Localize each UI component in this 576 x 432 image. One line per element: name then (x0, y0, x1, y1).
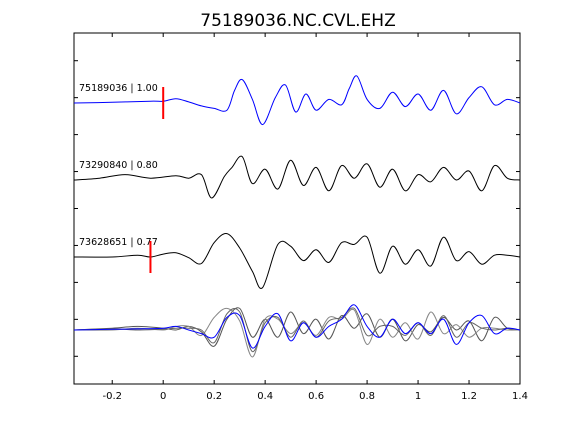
x-tick-label: 0.2 (206, 391, 222, 402)
trace-2 (73, 155, 521, 199)
pick-markers (149, 87, 165, 273)
trace-labels: 75189036 | 1.00 73290840 | 0.80 73628651 |… (79, 83, 158, 248)
trace-3 (73, 233, 521, 289)
x-tick-label: 1.4 (512, 391, 528, 402)
chart-title: 75189036.NC.CVL.EHZ (200, 11, 395, 31)
trace-label-1: 75189036 | 1.00 (79, 83, 158, 94)
trace-label-2: 73290840 | 0.80 (79, 160, 158, 171)
x-tick-label: 0 (160, 391, 166, 402)
x-tick-label: 0.8 (359, 391, 375, 402)
overlay-trace-3 (73, 307, 521, 358)
x-ticks: -0.2 0 0.2 0.4 0.6 0.8 1 1.2 1.4 (102, 33, 528, 402)
x-tick-label: 1 (415, 391, 421, 402)
traces (73, 75, 521, 289)
x-tick-label: 0.4 (257, 391, 273, 402)
x-tick-label: 0.6 (308, 391, 324, 402)
overlay-trace-1 (73, 304, 521, 349)
overlay-trace-4 (73, 307, 521, 353)
y-ticks (74, 60, 520, 357)
x-tick-label: 1.2 (461, 391, 477, 402)
trace-label-3: 73628651 | 0.77 (79, 237, 158, 248)
trace-1 (73, 75, 521, 126)
x-tick-label: -0.2 (102, 391, 122, 402)
overlay-traces (73, 304, 521, 358)
